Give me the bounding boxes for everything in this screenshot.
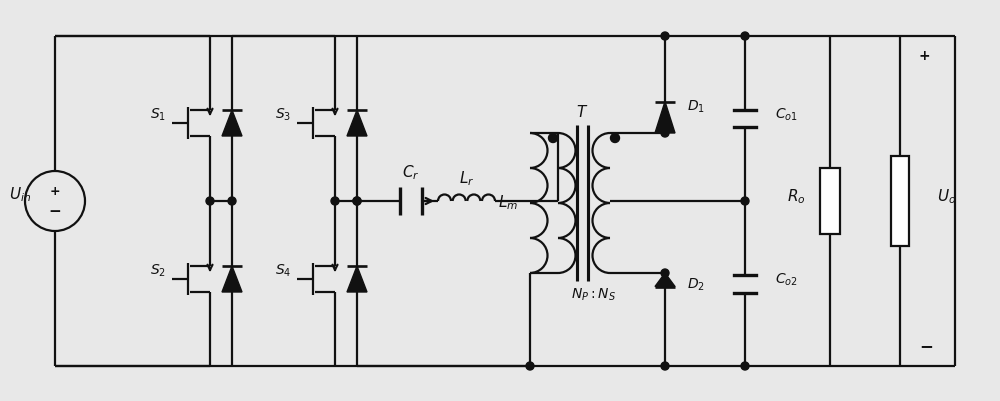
Polygon shape — [222, 110, 242, 136]
Polygon shape — [347, 110, 367, 136]
Text: $S_2$: $S_2$ — [150, 263, 166, 279]
Circle shape — [526, 362, 534, 370]
Circle shape — [661, 269, 669, 277]
Text: $U_o$: $U_o$ — [937, 188, 956, 207]
Text: $C_{o2}$: $C_{o2}$ — [775, 271, 798, 288]
Circle shape — [741, 32, 749, 40]
Polygon shape — [655, 273, 675, 286]
Text: $U_{in}$: $U_{in}$ — [9, 186, 31, 205]
Circle shape — [661, 32, 669, 40]
Circle shape — [353, 197, 361, 205]
Text: $S_4$: $S_4$ — [275, 263, 291, 279]
Circle shape — [353, 197, 361, 205]
Text: $S_3$: $S_3$ — [275, 107, 291, 123]
Circle shape — [741, 197, 749, 205]
Text: −: − — [49, 205, 61, 219]
Text: $L_m$: $L_m$ — [498, 194, 518, 213]
Text: $N_P : N_S$: $N_P : N_S$ — [571, 287, 616, 303]
Text: $R_o$: $R_o$ — [787, 188, 806, 207]
Text: $L_r$: $L_r$ — [459, 170, 474, 188]
Circle shape — [741, 362, 749, 370]
Polygon shape — [347, 266, 367, 292]
Text: $T$: $T$ — [576, 104, 589, 120]
Text: $D_2$: $D_2$ — [687, 277, 705, 293]
Circle shape — [661, 129, 669, 137]
Circle shape — [661, 362, 669, 370]
Circle shape — [228, 197, 236, 205]
Text: $D_1$: $D_1$ — [687, 98, 705, 115]
Text: +: + — [919, 49, 931, 63]
Text: +: + — [50, 186, 60, 198]
FancyBboxPatch shape — [891, 156, 909, 246]
Circle shape — [331, 197, 339, 205]
Circle shape — [206, 197, 214, 205]
FancyBboxPatch shape — [820, 168, 840, 233]
Text: −: − — [919, 337, 933, 355]
Text: $S_1$: $S_1$ — [150, 107, 166, 123]
Polygon shape — [655, 101, 675, 133]
Circle shape — [548, 134, 558, 142]
Polygon shape — [222, 266, 242, 292]
Text: $C_r$: $C_r$ — [402, 164, 420, 182]
Circle shape — [610, 134, 620, 142]
Text: $C_{o1}$: $C_{o1}$ — [775, 106, 798, 123]
